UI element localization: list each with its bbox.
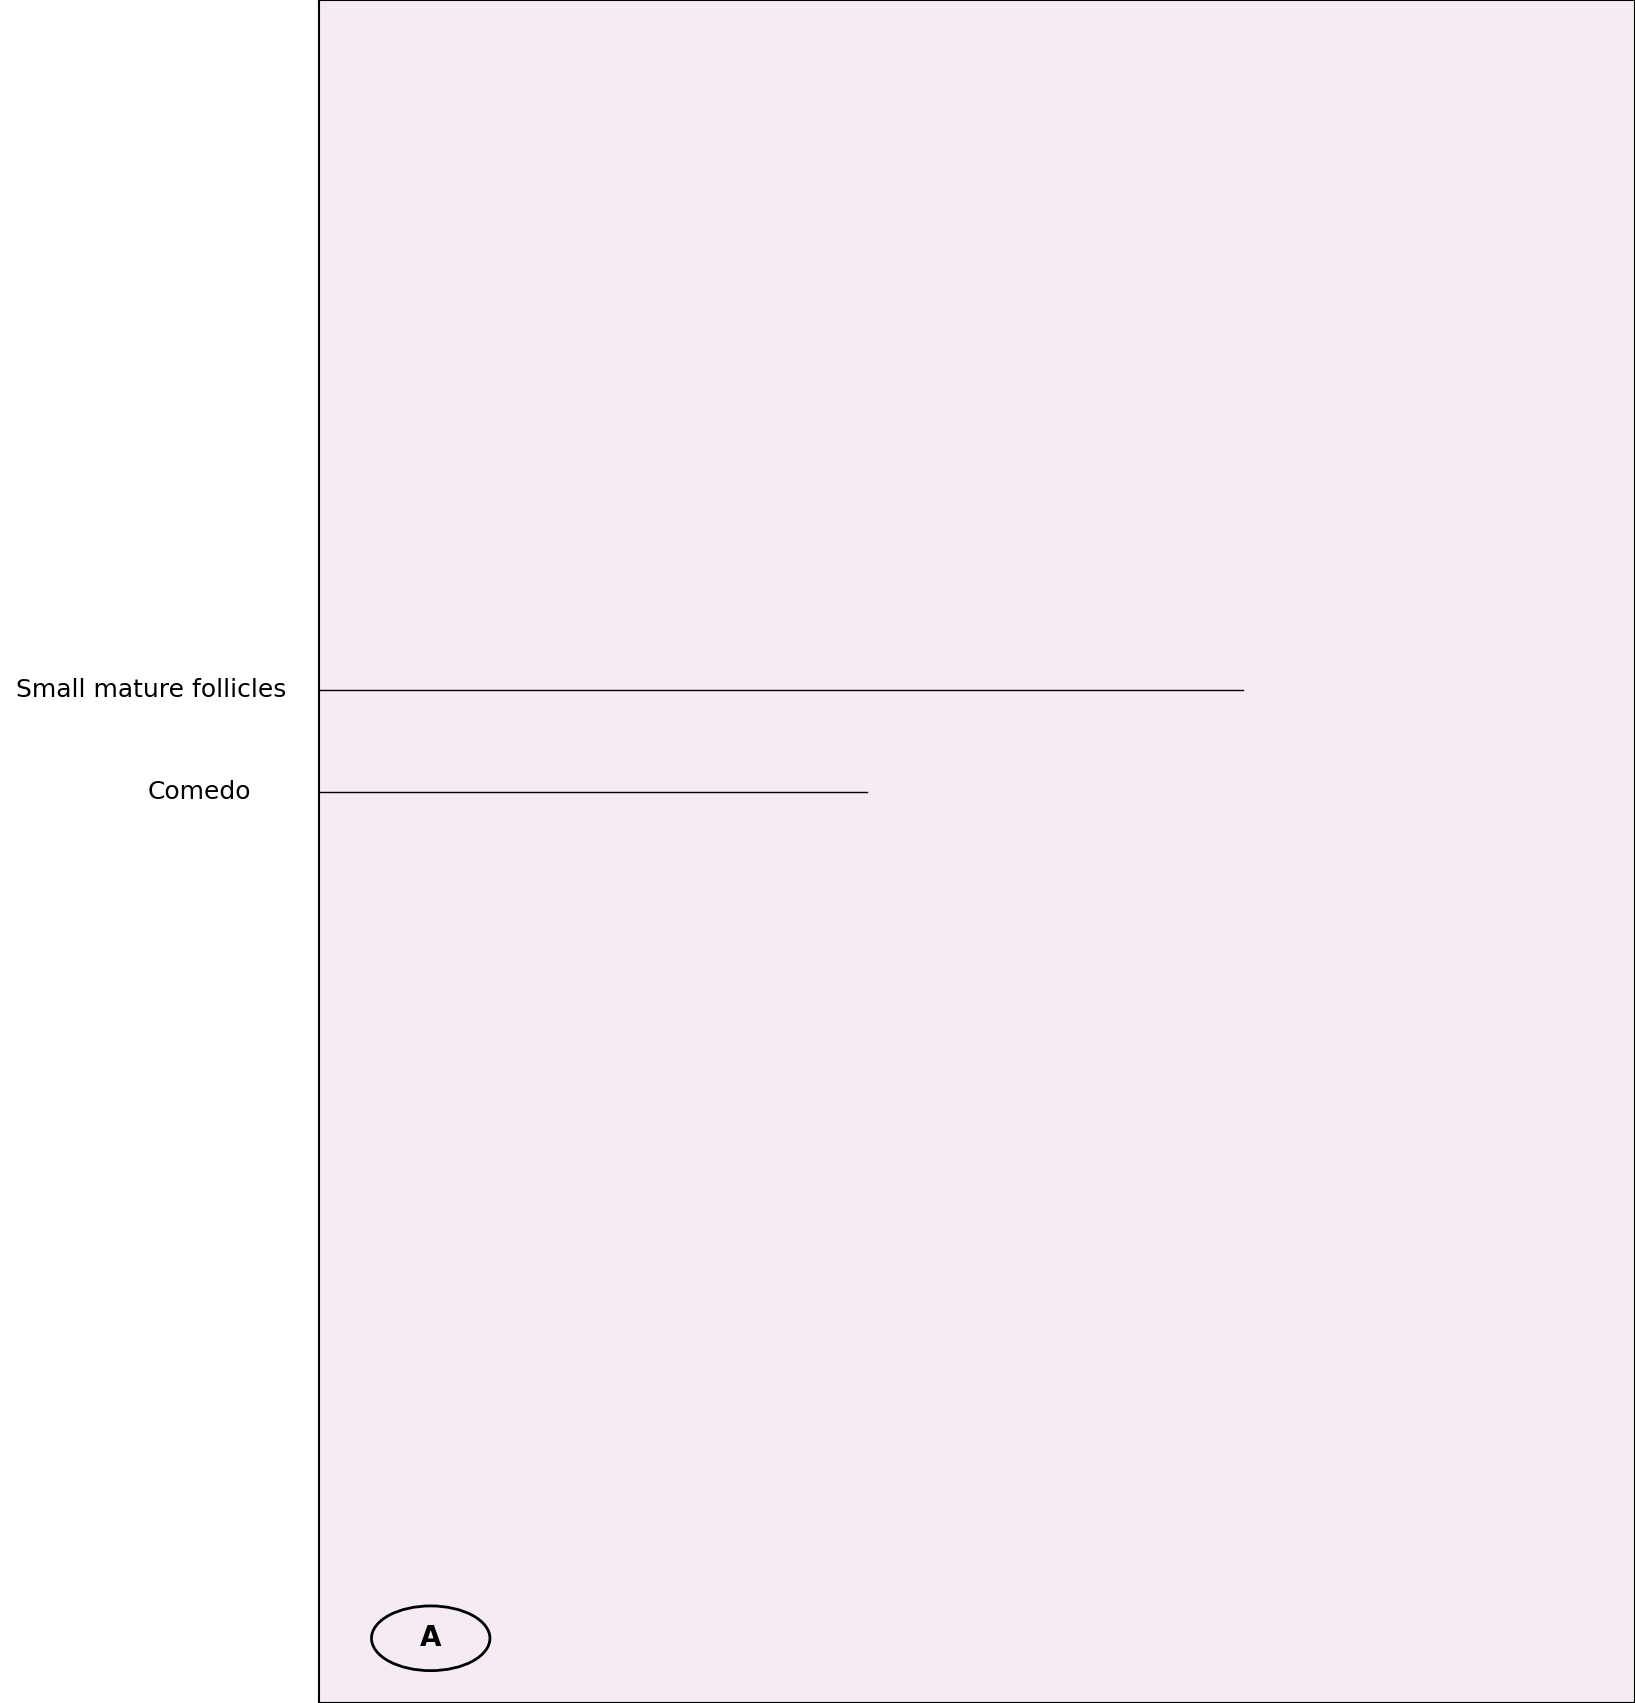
Text: A: A (420, 1625, 441, 1652)
Text: Small mature follicles: Small mature follicles (16, 678, 286, 702)
Text: Comedo: Comedo (147, 780, 250, 804)
